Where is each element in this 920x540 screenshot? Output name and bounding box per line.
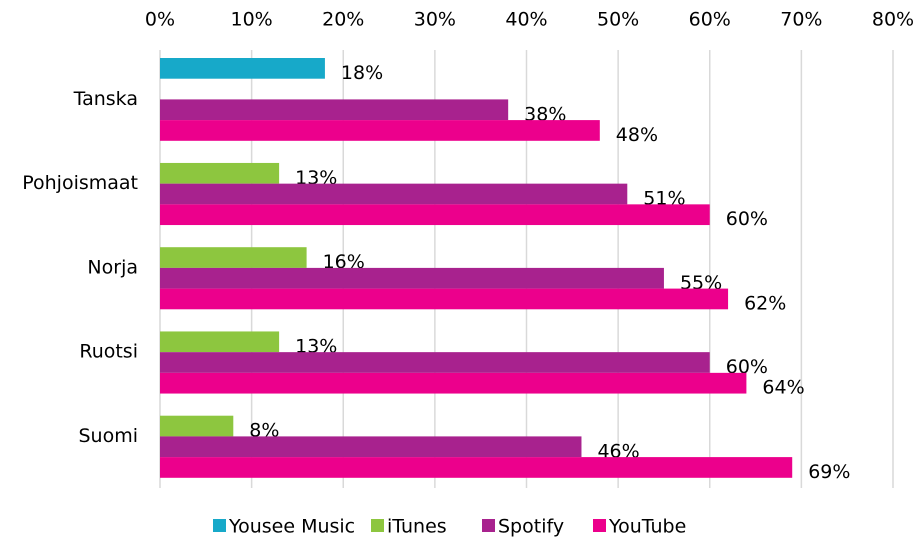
bar (160, 204, 710, 226)
data-label: 64% (762, 377, 804, 399)
legend-swatch (213, 519, 226, 532)
y-tick-label: Ruotsi (79, 341, 138, 363)
data-label: 51% (643, 188, 685, 210)
data-label: 62% (744, 292, 786, 314)
y-tick-label: Norja (87, 256, 138, 278)
bar (160, 352, 710, 373)
bar (160, 183, 628, 205)
legend-swatch (593, 519, 606, 532)
bar (160, 162, 280, 184)
bar (160, 58, 325, 79)
x-tick-label: 60% (689, 9, 731, 31)
bar (160, 99, 509, 121)
x-tick-label: 50% (597, 9, 639, 31)
x-tick-label: 20% (322, 9, 364, 31)
x-tick-label: 40% (505, 9, 547, 31)
data-label: 48% (616, 124, 658, 146)
bar (160, 436, 582, 458)
data-label: 60% (726, 356, 768, 378)
x-tick-label: 30% (414, 9, 456, 31)
legend-swatch (482, 519, 495, 532)
y-tick-label: Tanska (73, 88, 138, 110)
legend-label: Spotify (498, 516, 564, 538)
data-label: 18% (341, 62, 383, 84)
legend-label: iTunes (387, 516, 447, 538)
data-label: 46% (597, 440, 639, 462)
legend-label: Yousee Music (228, 516, 355, 538)
x-tick-label: 70% (780, 9, 822, 31)
data-label: 38% (524, 103, 566, 125)
data-label: 16% (323, 251, 365, 273)
y-tick-label: Suomi (78, 425, 138, 447)
bar (160, 372, 747, 394)
bar (160, 331, 280, 353)
bar (160, 457, 793, 478)
bar (160, 120, 600, 141)
bar (160, 288, 729, 310)
data-label: 60% (726, 208, 768, 230)
x-tick-label: 0% (145, 9, 175, 31)
data-label: 55% (680, 272, 722, 294)
y-tick-label: Pohjoismaat (22, 172, 138, 194)
bar (160, 415, 234, 437)
x-tick-label: 80% (872, 9, 914, 31)
legend-label: YouTube (608, 516, 686, 538)
data-label: 13% (295, 335, 337, 357)
data-label: 8% (249, 420, 279, 442)
data-label: 13% (295, 167, 337, 189)
data-label: 69% (808, 461, 850, 483)
x-tick-label: 10% (231, 9, 273, 31)
bar (160, 267, 664, 289)
legend-swatch (371, 519, 384, 532)
bar (160, 247, 307, 268)
